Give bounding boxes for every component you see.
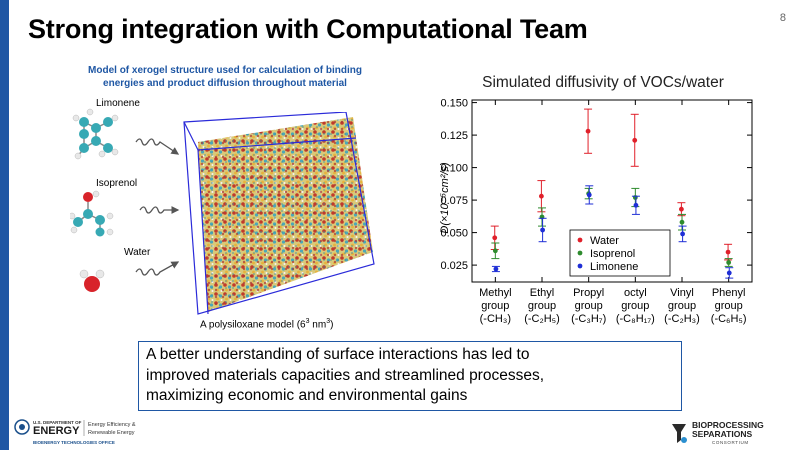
diffusion-arrows <box>135 138 180 276</box>
bsc-funnel-icon <box>672 424 687 443</box>
x-tick-label: (-CH₃) <box>480 313 511 325</box>
x-tick-label: Propyl <box>573 287 604 299</box>
data-point-limonene <box>540 227 545 233</box>
x-tick-label: Phenyl <box>712 287 746 299</box>
data-point-water <box>679 206 684 212</box>
summary-line-2: improved materials capacities and stream… <box>146 366 545 384</box>
data-point-limonene <box>633 202 639 208</box>
water-label: Water <box>124 247 151 258</box>
y-tick-label: 0.125 <box>440 130 468 142</box>
doe-big-text: ENERGY <box>33 425 80 437</box>
limonene-label: Limonene <box>96 98 140 109</box>
x-tick-label: (-C₂H₅) <box>524 313 560 325</box>
data-point-limonene <box>680 231 685 237</box>
x-tick-label: (-C₃H₇) <box>571 313 606 325</box>
y-tick-label: 0.050 <box>440 228 468 240</box>
chart-y-axis-label: D(×10⁻⁵cm²/s) <box>439 162 451 234</box>
chart-title: Simulated diffusivity of VOCs/water <box>482 74 724 91</box>
bioenergy-office-text: BIOENERGY TECHNOLOGIES OFFICE <box>33 440 115 445</box>
legend-label-water: Water <box>590 235 619 247</box>
y-tick-label: 0.025 <box>440 260 468 272</box>
eere-line-2: Renewable Energy <box>88 430 135 436</box>
eere-line-1: Energy Efficiency & <box>88 422 136 428</box>
limonene-molecule-image <box>72 108 119 160</box>
y-tick-label: 0.100 <box>440 163 468 175</box>
legend-marker-limonene <box>577 263 583 269</box>
limonene-arrow <box>135 138 180 155</box>
x-tick-label: group <box>528 300 556 312</box>
x-tick-label: group <box>668 300 696 312</box>
bsc-line-3: CONSORTIUM <box>712 440 749 445</box>
legend-label-isoprenol: Isoprenol <box>590 248 635 260</box>
doe-logo-graphic: U.S. DEPARTMENT OF ENERGY Energy Efficie… <box>14 419 136 445</box>
x-tick-label: Vinyl <box>670 287 694 299</box>
x-tick-label: Methyl <box>479 287 511 299</box>
x-tick-label: group <box>575 300 603 312</box>
polysiloxane-model-image <box>183 112 375 315</box>
x-tick-label: group <box>715 300 743 312</box>
isoprenol-arrow <box>139 206 180 214</box>
plot-frame <box>471 99 753 283</box>
polysiloxane-caption: A polysiloxane model (63 nm3) <box>200 318 334 331</box>
summary-box: A better understanding of surface intera… <box>138 341 682 411</box>
legend-marker-water <box>577 237 583 243</box>
summary-line-3: maximizing economic and environmental ga… <box>146 387 468 404</box>
doe-eere-logo: U.S. DEPARTMENT OF ENERGY Energy Efficie… <box>14 417 164 452</box>
diffusivity-chart: Simulated diffusivity of VOCs/water 0.02… <box>439 74 753 325</box>
model-caption: Model of xerogel structure used for calc… <box>60 64 390 90</box>
page-number: 8 <box>779 12 786 24</box>
x-tick-label: (-C₂H₃) <box>664 313 700 325</box>
left-accent-bar <box>0 0 9 450</box>
legend-label-limonene: Limonene <box>590 261 638 273</box>
x-tick-label: (-C₆H₅) <box>711 313 747 325</box>
bsc-logo: BIOPROCESSING SEPARATIONS CONSORTIUM <box>668 418 788 453</box>
legend-marker-isoprenol <box>577 250 583 256</box>
data-point-water <box>492 235 498 241</box>
data-point-water <box>725 249 731 255</box>
isoprenol-label: Isoprenol <box>96 178 138 189</box>
bsc-line-2: SEPARATIONS <box>692 429 752 439</box>
y-tick-label: 0.150 <box>440 98 468 110</box>
data-point-water <box>632 137 638 143</box>
water-molecule-image <box>79 269 105 292</box>
isoprenol-molecule-image <box>70 190 114 237</box>
model-caption-line1: Model of xerogel structure used for calc… <box>88 65 362 76</box>
water-arrow <box>135 261 180 276</box>
bsc-line-1: BIOPROCESSING <box>692 420 764 430</box>
x-tick-label: group <box>621 300 649 312</box>
bsc-logo-graphic: BIOPROCESSING SEPARATIONS CONSORTIUM <box>672 420 764 445</box>
doe-small-text: U.S. DEPARTMENT OF <box>33 420 82 425</box>
data-point-isoprenol <box>726 260 732 265</box>
summary-line-1: A better understanding of surface intera… <box>146 346 530 363</box>
slide-title: Strong integration with Computational Te… <box>28 14 588 44</box>
data-point-water <box>539 193 544 199</box>
data-point-limonene <box>726 270 732 276</box>
data-point-water <box>585 128 591 134</box>
data-point-isoprenol <box>679 219 685 225</box>
data-point-limonene <box>586 192 592 198</box>
model-caption-line2: energies and product diffusion throughou… <box>103 78 347 89</box>
x-tick-label: (-C₈H₁₇) <box>616 313 655 325</box>
legend-box <box>569 229 671 277</box>
data-point-isoprenol <box>492 248 498 254</box>
x-tick-label: octyl <box>624 287 647 299</box>
x-tick-label: group <box>481 300 509 312</box>
data-point-limonene <box>493 266 499 272</box>
x-tick-label: Ethyl <box>530 287 554 299</box>
y-tick-label: 0.075 <box>440 195 468 207</box>
